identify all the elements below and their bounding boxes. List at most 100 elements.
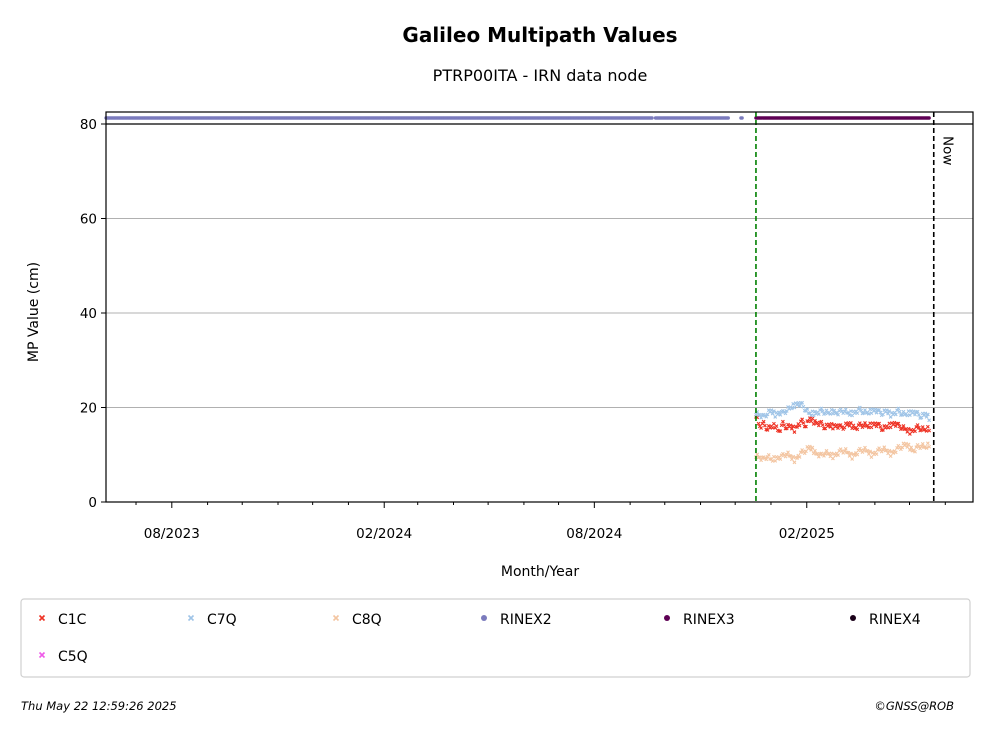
point-c1c — [869, 425, 874, 430]
footer-credit: ©GNSS@ROB — [874, 699, 954, 713]
legend: C1C C7Q C8Q RINEX2 RINEX3 RINEX4 C5Q — [38, 612, 921, 665]
point-c7q — [893, 412, 898, 417]
point-c8q — [795, 456, 799, 461]
point-c8q — [913, 449, 917, 454]
point-c8q — [778, 457, 783, 462]
point-c1c — [847, 423, 852, 428]
point-c7q — [887, 409, 892, 414]
point-c1c — [795, 425, 799, 429]
point-c7q — [863, 408, 867, 412]
point-c7q — [847, 413, 852, 417]
point-c1c — [759, 426, 763, 430]
point-c7q — [924, 414, 929, 419]
series-markers — [754, 400, 932, 465]
point-c7q — [842, 409, 847, 414]
point-c8q — [887, 448, 892, 453]
point-c7q — [927, 418, 932, 423]
point-c1c — [788, 423, 793, 428]
point-c7q — [801, 404, 806, 409]
point-c7q — [764, 414, 769, 419]
point-c7q — [777, 410, 781, 415]
footer-timestamp: Thu May 22 12:59:26 2025 — [21, 699, 177, 713]
point-c7q — [791, 401, 796, 406]
point-c7q — [816, 412, 821, 417]
y-tick-label: 0 — [88, 495, 97, 511]
point-c1c — [913, 429, 917, 434]
point-c8q — [843, 447, 848, 451]
point-c7q — [919, 415, 924, 420]
point-c8q — [905, 445, 910, 449]
point-c8q — [924, 446, 929, 450]
point-c7q — [874, 410, 879, 415]
point-c1c — [772, 421, 776, 426]
point-c8q — [804, 449, 808, 454]
point-c7q — [913, 412, 917, 417]
point-c8q — [759, 458, 763, 463]
point-c1c — [915, 423, 920, 427]
rinex-band — [104, 116, 931, 120]
point-c1c — [778, 429, 783, 434]
point-c8q — [861, 448, 866, 453]
point-c8q — [842, 449, 847, 454]
point-c1c — [801, 421, 806, 425]
x-tick-label: 08/2024 — [566, 526, 622, 542]
point-c8q — [755, 452, 760, 457]
point-c8q — [816, 454, 821, 459]
point-c7q — [800, 400, 805, 405]
point-c8q — [920, 441, 925, 446]
point-c7q — [805, 407, 810, 411]
point-c8q — [882, 445, 887, 450]
point-c7q — [886, 411, 890, 416]
point-c8q — [925, 441, 930, 446]
point-c8q — [810, 445, 815, 450]
point-c1c — [823, 426, 828, 431]
rinex-point-rinex2 — [740, 116, 744, 120]
point-c8q — [881, 447, 885, 452]
point-c8q — [909, 445, 914, 450]
point-c8q — [798, 450, 803, 455]
point-c8q — [766, 453, 771, 457]
legend-label-rinex4: RINEX4 — [869, 612, 921, 628]
point-c1c — [816, 423, 821, 428]
point-c7q — [829, 407, 834, 412]
point-c1c — [848, 421, 853, 425]
y-tick-label: 20 — [80, 401, 97, 417]
point-c1c — [878, 424, 883, 429]
point-c8q — [847, 454, 852, 458]
point-c1c — [829, 421, 834, 426]
point-c7q — [855, 411, 860, 416]
point-c8q — [869, 455, 874, 460]
point-c1c — [789, 426, 794, 431]
point-c1c — [896, 421, 901, 426]
point-c8q — [792, 460, 797, 465]
point-c8q — [855, 452, 860, 457]
plot-frame — [105, 111, 974, 503]
x-tick-label: 02/2025 — [779, 526, 835, 542]
point-c8q — [788, 454, 793, 458]
point-c7q — [911, 409, 916, 414]
point-c8q — [914, 445, 919, 449]
point-c8q — [888, 454, 893, 459]
chart-title: Galileo Multipath Values — [402, 23, 677, 47]
axes: 0 20 40 60 80 08/2023 02/2024 08/2024 02/2025 — [80, 111, 974, 542]
point-c7q — [915, 409, 920, 414]
point-c1c — [763, 423, 767, 428]
chart-subtitle: PTRP00ITA - IRN data node — [433, 66, 648, 85]
point-c7q — [925, 412, 930, 417]
legend-label-c1c: C1C — [58, 612, 87, 628]
point-c1c — [827, 422, 831, 427]
point-c8q — [852, 453, 857, 458]
y-tick-label: 40 — [80, 306, 97, 322]
x-tick-label: 02/2024 — [356, 526, 412, 542]
point-c7q — [836, 412, 840, 417]
point-c1c — [781, 419, 785, 424]
point-c1c — [804, 424, 808, 429]
point-c1c — [888, 425, 893, 430]
point-c7q — [857, 405, 862, 410]
point-c8q — [783, 454, 788, 459]
point-c8q — [797, 455, 802, 459]
point-c8q — [848, 451, 853, 456]
point-c1c — [782, 423, 787, 428]
point-c1c — [873, 421, 878, 425]
